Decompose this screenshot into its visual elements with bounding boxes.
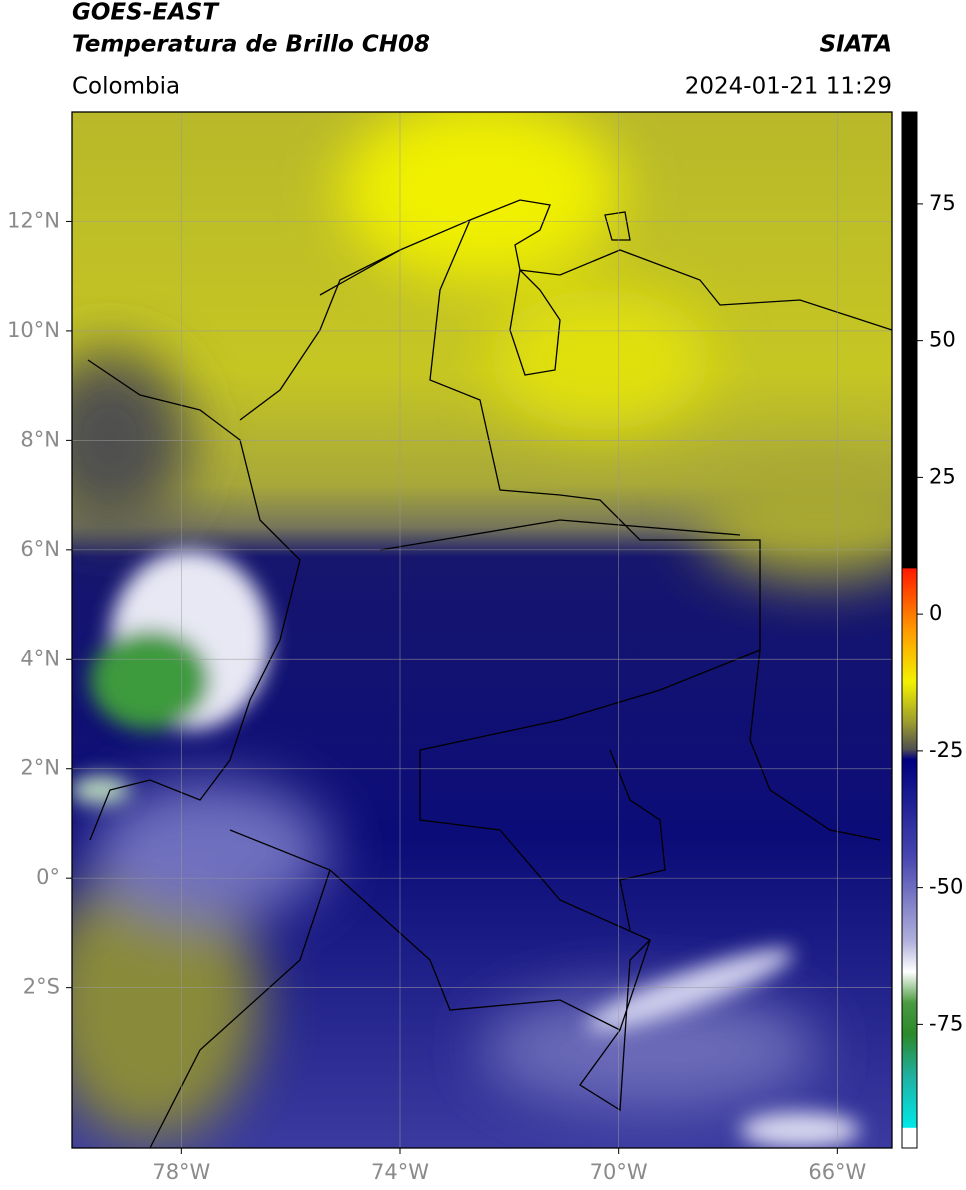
grid: [72, 112, 892, 1148]
colorbar-tick-label: 0: [929, 601, 942, 625]
y-tick-label: 6°N: [20, 537, 60, 561]
region: Colombia: [72, 74, 180, 100]
colorbar-tick-label: -50: [929, 875, 963, 899]
x-tick-label: 78°W: [152, 1160, 210, 1184]
colorbar-tick-label: 75: [929, 191, 956, 215]
x-tick-label: 74°W: [371, 1160, 429, 1184]
y-tick-label: 2°N: [20, 756, 60, 780]
colorbar-tick-label: -75: [929, 1011, 963, 1035]
colorbar-tick-label: -25: [929, 738, 963, 762]
y-tick-label: 4°N: [20, 646, 60, 670]
y-tick-label: 12°N: [7, 208, 60, 232]
satellite: GOES-EAST: [72, 0, 220, 26]
colorbar-tick-label: 50: [929, 328, 956, 352]
colorbar: [901, 111, 918, 1149]
y-tick-label: 0°: [36, 865, 60, 889]
x-tick-label: 70°W: [590, 1160, 648, 1184]
colorbar-tick-label: 25: [929, 464, 956, 488]
datetime: 2024-01-21 11:29: [685, 74, 892, 100]
map-frame: [71, 111, 893, 1149]
y-tick-label: 10°N: [7, 318, 60, 342]
y-tick-label: 2°S: [23, 975, 60, 999]
agency: SIATA: [820, 32, 892, 58]
product: Temperatura de Brillo CH08: [72, 32, 430, 58]
satellite-image: [72, 112, 892, 1148]
x-tick-label: 66°W: [808, 1160, 866, 1184]
y-tick-label: 8°N: [20, 427, 60, 451]
